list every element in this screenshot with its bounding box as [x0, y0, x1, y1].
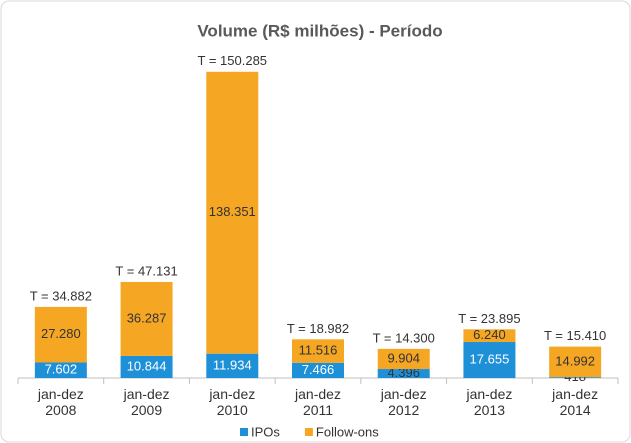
total-label: T = 14.300: [373, 330, 435, 345]
bar-segment: [292, 362, 344, 378]
legend-swatch: [304, 428, 313, 436]
chart-title: Volume (R$ milhões) - Período: [197, 21, 442, 40]
value-label: 11.934: [213, 357, 252, 372]
total-label: T = 18.982: [287, 321, 349, 336]
x-tick-label: jan-dez 2011: [295, 386, 341, 418]
value-label: 36.287: [127, 310, 167, 325]
x-tick-label: jan-dez 2008: [37, 386, 84, 418]
bar-segment: [549, 377, 602, 378]
bar-segment: [206, 71, 259, 354]
value-label: 6.240: [473, 327, 506, 342]
bar-segment: [377, 369, 430, 378]
legend-swatch: [240, 428, 248, 436]
value-label: 11.516: [299, 342, 338, 357]
bar-segment: [463, 342, 516, 378]
bar-segment: [34, 362, 87, 378]
value-label: 17.655: [470, 351, 510, 366]
x-tick-label: jan-dez 2014: [552, 386, 599, 418]
x-tick-label: jan-dez 2013: [466, 386, 513, 418]
value-label: 10.844: [127, 358, 167, 373]
total-label: T = 34.882: [30, 288, 92, 303]
total-label: T = 150.285: [198, 53, 268, 68]
value-label: 7.602: [45, 362, 78, 377]
value-label: 27.280: [41, 326, 81, 341]
x-tick-label: jan-dez 2010: [209, 386, 256, 418]
bar-segment: [120, 281, 173, 356]
bar-segment: [292, 339, 344, 363]
x-tick-label: jan-dez 2012: [380, 386, 427, 418]
value-label: 14.992: [555, 353, 595, 368]
bar-segment: [377, 348, 430, 370]
legend-label: Follow-ons: [316, 424, 379, 439]
value-label: 7.466: [302, 362, 335, 377]
bar-segment: [34, 306, 87, 363]
legend-label: IPOs: [251, 424, 280, 439]
value-label: 138.351: [209, 204, 256, 219]
value-label: 9.904: [387, 350, 420, 365]
total-label: T = 15.410: [544, 328, 606, 343]
bar-segment: [120, 355, 173, 378]
x-tick-label: jan-dez 2009: [123, 386, 170, 418]
bar-segment: [206, 353, 259, 378]
bar-segment: [463, 329, 516, 343]
bar-segment: [549, 346, 602, 378]
total-label: T = 47.131: [115, 263, 177, 278]
total-label: T = 23.895: [458, 311, 520, 326]
